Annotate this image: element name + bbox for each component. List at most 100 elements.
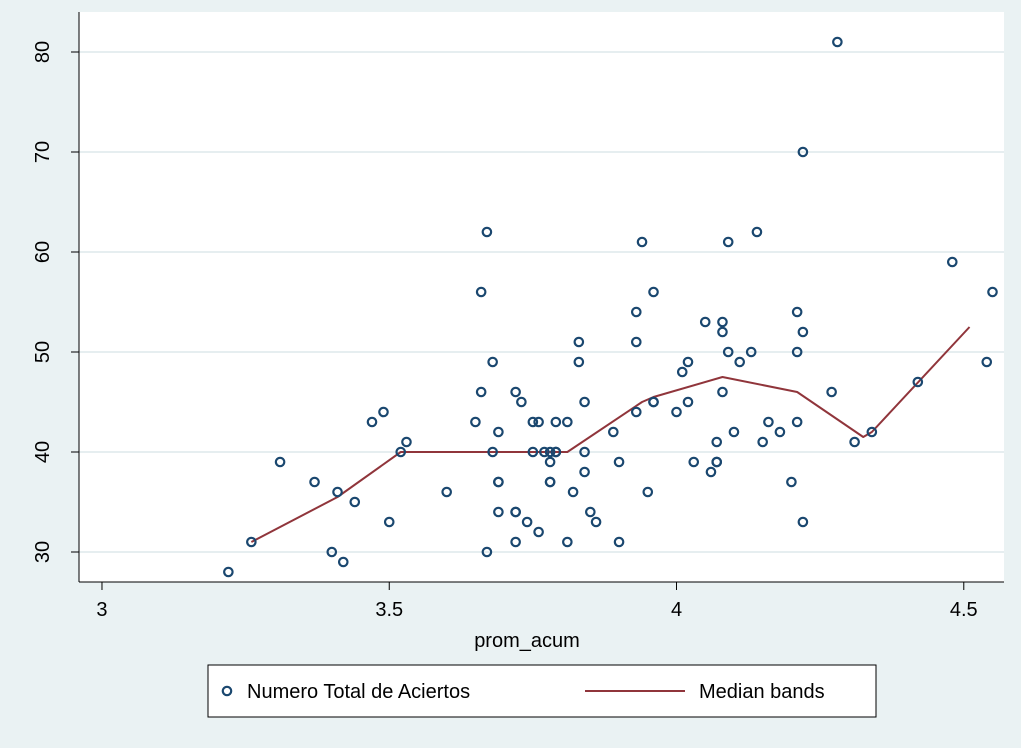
scatter-point-28 <box>510 536 521 548</box>
scatter-point-44 <box>562 536 573 548</box>
scatter-point-55 <box>613 536 625 548</box>
y-tick-label: 60 <box>32 241 54 263</box>
scatter-point-7 <box>349 496 361 508</box>
legend: Numero Total de Aciertos Median bands <box>207 664 877 718</box>
scatter-point-43 <box>562 416 573 428</box>
scatter-point-25 <box>510 386 521 398</box>
legend-box <box>207 664 877 718</box>
scatter-point-1 <box>246 536 257 548</box>
scatter-point-10 <box>383 516 395 528</box>
scatter-point-73 <box>711 456 723 468</box>
scatter-point-68 <box>688 456 700 468</box>
legend-label-scatter: Numero Total de Aciertos <box>247 681 470 703</box>
scatter-point-92 <box>797 516 809 528</box>
scatter-point-70 <box>705 466 717 478</box>
scatter-point-63 <box>648 396 659 408</box>
scatter-point-61 <box>648 286 659 298</box>
scatter-point-19 <box>487 356 498 368</box>
scatter-point-86 <box>786 476 797 488</box>
scatter-point-93 <box>826 386 837 398</box>
scatter-point-50 <box>579 466 590 478</box>
scatter-point-69 <box>699 316 711 328</box>
scatter-point-29 <box>516 396 527 408</box>
scatter-point-98 <box>946 256 958 268</box>
scatter-point-94 <box>832 36 843 48</box>
scatter-point-64 <box>671 406 682 418</box>
scatter-point-4 <box>326 546 338 558</box>
scatter-point-27 <box>510 506 521 518</box>
plot-area <box>79 12 1004 582</box>
scatter-point-5 <box>332 486 343 498</box>
scatter-point-20 <box>487 446 498 458</box>
scatter-point-82 <box>751 226 763 238</box>
scatter-point-57 <box>630 336 642 348</box>
axes <box>78 12 1004 583</box>
scatter-point-30 <box>521 516 533 528</box>
y-tick-label: 70 <box>32 141 54 163</box>
scatter-point-78 <box>722 346 734 358</box>
scatter-point-45 <box>567 486 579 498</box>
scatter-point-74 <box>717 316 728 328</box>
scatter-point-90 <box>797 146 809 158</box>
scatter-point-85 <box>774 426 786 438</box>
y-tick-label: 80 <box>32 41 54 63</box>
scatter-point-81 <box>745 346 757 358</box>
y-tick-label: 30 <box>32 541 54 563</box>
scatter-point-95 <box>849 436 860 448</box>
scatter-point-8 <box>366 416 378 428</box>
scatter-point-65 <box>676 366 688 378</box>
scatter-point-60 <box>642 486 654 498</box>
scatter-point-53 <box>608 426 619 438</box>
median-bands-polyline <box>250 326 971 543</box>
scatter-point-75 <box>717 326 728 338</box>
scatter-point-54 <box>613 456 625 468</box>
scatter-point-56 <box>630 306 642 318</box>
scatter-point-58 <box>630 406 642 418</box>
scatter-point-31 <box>527 416 539 428</box>
scatter-point-83 <box>757 436 768 448</box>
scatter-point-16 <box>475 386 487 398</box>
scatter-point-67 <box>682 396 694 408</box>
scatter-point-23 <box>493 476 504 488</box>
scatter-point-77 <box>722 236 734 248</box>
scatter-point-80 <box>734 356 746 368</box>
scatter-point-18 <box>481 546 493 558</box>
scatter-point-71 <box>711 436 723 448</box>
y-tick-label: 40 <box>32 441 54 463</box>
scatter-point-91 <box>797 326 809 338</box>
scatter-point-3 <box>309 476 320 488</box>
x-ticks: 3 3.5 4 4.5 <box>96 582 978 621</box>
scatter-point-9 <box>378 406 389 418</box>
scatter-point-79 <box>728 426 740 438</box>
grid-lines <box>79 51 1004 553</box>
scatter-point-87 <box>791 306 803 318</box>
scatter-point-37 <box>544 456 556 468</box>
median-bands-line <box>250 326 971 543</box>
x-tick-label: 4 <box>671 599 682 621</box>
scatter-points <box>223 36 998 578</box>
scatter-point-99 <box>981 356 993 368</box>
x-tick-label: 4.5 <box>950 599 978 621</box>
scatter-point-17 <box>481 226 493 238</box>
scatter-point-35 <box>539 446 550 458</box>
scatter-point-32 <box>527 446 539 458</box>
scatter-point-24 <box>493 506 504 518</box>
scatter-point-11 <box>395 446 407 458</box>
scatter-point-21 <box>493 426 504 438</box>
x-tick-label: 3.5 <box>375 599 403 621</box>
y-ticks: 30 40 50 60 70 80 <box>32 41 79 563</box>
scatter-point-49 <box>579 446 590 458</box>
x-tick-label: 3 <box>96 599 107 621</box>
scatter-point-13 <box>441 486 453 498</box>
scatter-point-6 <box>337 556 349 568</box>
scatter-point-34 <box>533 526 544 538</box>
scatter-point-12 <box>401 436 412 448</box>
scatter-point-47 <box>573 356 585 368</box>
scatter-point-76 <box>717 386 728 398</box>
scatter-point-33 <box>533 416 544 428</box>
scatter-point-89 <box>791 416 803 428</box>
scatter-point-0 <box>223 566 234 578</box>
scatter-point-2 <box>274 456 286 468</box>
scatter-point-59 <box>636 236 648 248</box>
